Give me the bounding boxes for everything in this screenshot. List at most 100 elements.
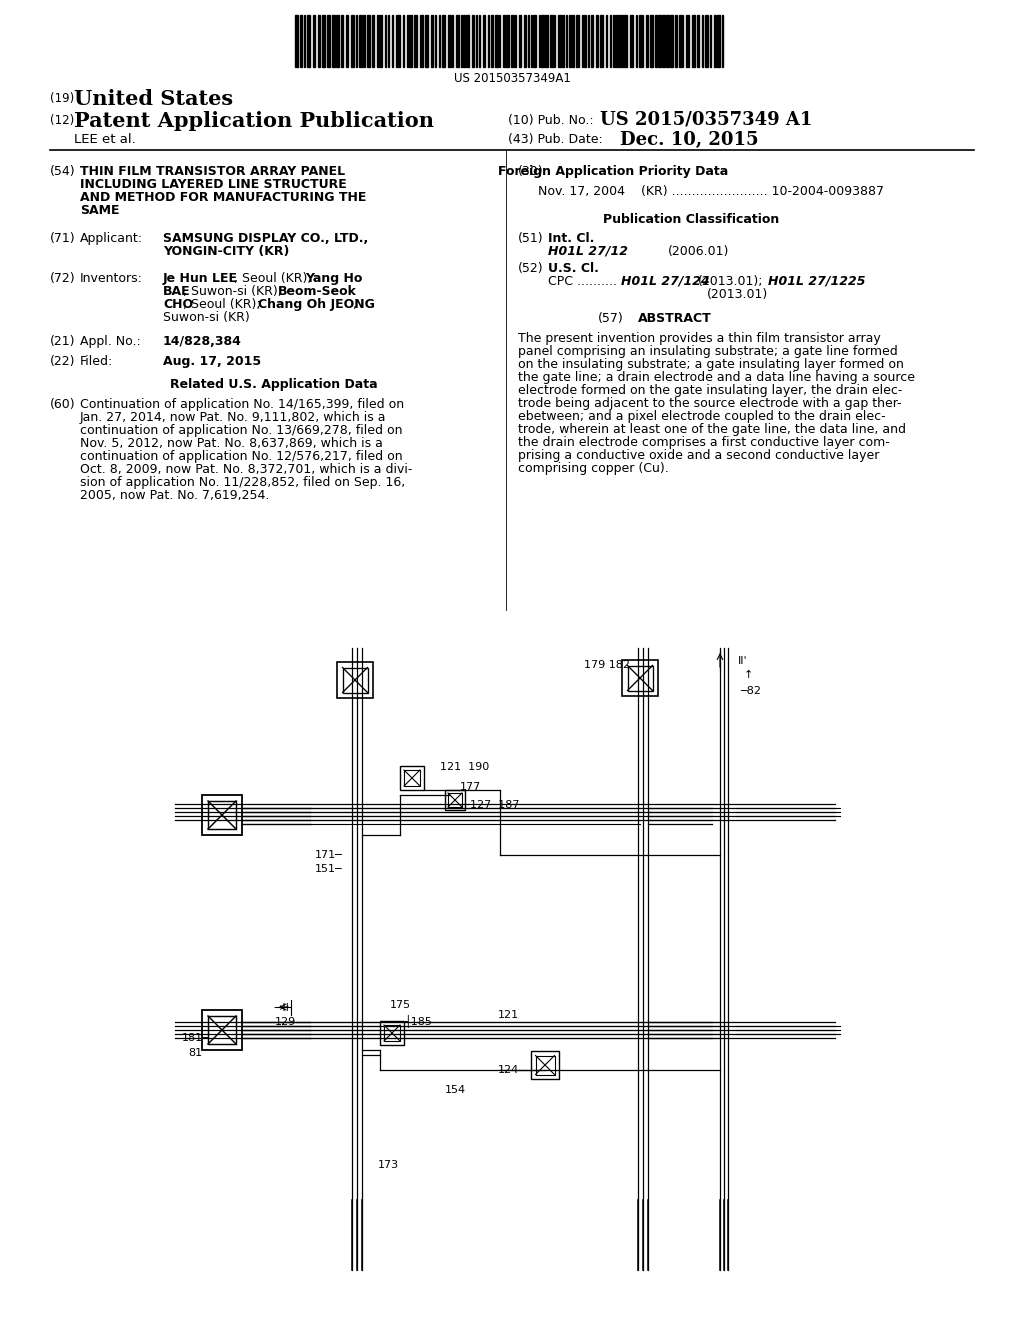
Bar	[341, 15, 343, 67]
Bar	[655, 15, 657, 67]
Text: ┤185: ┤185	[404, 1015, 432, 1028]
Text: Patent Application Publication: Patent Application Publication	[74, 111, 434, 131]
Bar	[404, 770, 420, 785]
Text: Int. Cl.: Int. Cl.	[548, 232, 594, 246]
Bar	[572, 15, 574, 67]
Text: 121  190: 121 190	[440, 762, 489, 772]
Text: Related U.S. Application Data: Related U.S. Application Data	[170, 378, 378, 391]
Bar	[202, 795, 242, 836]
Text: 175: 175	[390, 1001, 411, 1010]
Text: (57): (57)	[598, 312, 624, 325]
Bar	[300, 15, 302, 67]
Text: 2005, now Pat. No. 7,619,254.: 2005, now Pat. No. 7,619,254.	[80, 488, 269, 502]
Text: 121: 121	[498, 1010, 519, 1020]
Text: sion of application No. 11/228,852, filed on Sep. 16,: sion of application No. 11/228,852, file…	[80, 477, 406, 488]
Bar	[420, 15, 423, 67]
Text: (30): (30)	[518, 165, 544, 178]
Bar	[717, 15, 720, 67]
Text: II': II'	[738, 656, 748, 667]
Text: comprising copper (Cu).: comprising copper (Cu).	[518, 462, 669, 475]
Bar	[670, 15, 673, 67]
Text: , Seoul (KR);: , Seoul (KR);	[234, 272, 315, 285]
Bar	[692, 15, 695, 67]
Text: prising a conductive oxide and a second conductive layer: prising a conductive oxide and a second …	[518, 449, 880, 462]
Bar	[327, 15, 330, 67]
Bar	[208, 801, 236, 829]
Text: 14/828,384: 14/828,384	[163, 335, 242, 348]
Bar	[384, 1026, 400, 1041]
Bar	[367, 15, 370, 67]
Bar	[449, 793, 462, 807]
Bar	[351, 15, 354, 67]
Bar	[449, 15, 451, 67]
Text: Foreign Application Priority Data: Foreign Application Priority Data	[498, 165, 728, 178]
Text: (43) Pub. Date:: (43) Pub. Date:	[508, 133, 603, 147]
Bar	[621, 15, 623, 67]
Bar	[463, 15, 465, 67]
Text: (52): (52)	[518, 261, 544, 275]
Bar	[414, 15, 417, 67]
Bar	[558, 15, 561, 67]
Bar	[380, 1020, 404, 1045]
Bar	[519, 15, 521, 67]
Text: 151─: 151─	[315, 865, 343, 874]
Bar	[490, 15, 493, 67]
Text: ABSTRACT: ABSTRACT	[638, 312, 712, 325]
Text: BAE: BAE	[163, 285, 190, 298]
Bar	[431, 15, 433, 67]
Text: Inventors:: Inventors:	[80, 272, 143, 285]
Text: trode being adjacent to the source electrode with a gap ther-: trode being adjacent to the source elect…	[518, 397, 901, 411]
Text: US 2015/0357349 A1: US 2015/0357349 A1	[600, 111, 812, 129]
Text: the gate line; a drain electrode and a data line having a source: the gate line; a drain electrode and a d…	[518, 371, 915, 384]
Text: 171─: 171─	[315, 850, 343, 861]
Bar	[600, 15, 603, 67]
Bar	[456, 15, 459, 67]
Bar	[697, 15, 699, 67]
Text: 181─: 181─	[182, 1034, 210, 1043]
Text: →II: →II	[273, 1003, 289, 1012]
Bar	[466, 15, 469, 67]
Text: Dec. 10, 2015: Dec. 10, 2015	[620, 131, 759, 149]
Text: YONGIN-CITY (KR): YONGIN-CITY (KR)	[163, 246, 290, 257]
Bar	[575, 15, 579, 67]
Text: CPC ..........: CPC ..........	[548, 275, 617, 288]
Bar	[336, 15, 339, 67]
Text: the drain electrode comprises a first conductive layer com-: the drain electrode comprises a first co…	[518, 436, 890, 449]
Text: 127  187: 127 187	[470, 800, 519, 810]
Bar	[332, 15, 335, 67]
Text: Beom-Seok: Beom-Seok	[278, 285, 357, 298]
Text: H01L 27/1225: H01L 27/1225	[768, 275, 865, 288]
Text: , Suwon-si (KR);: , Suwon-si (KR);	[183, 285, 286, 298]
Bar	[506, 15, 509, 67]
Bar	[295, 15, 298, 67]
Text: 154: 154	[445, 1085, 466, 1096]
Text: Continuation of application No. 14/165,399, filed on: Continuation of application No. 14/165,3…	[80, 399, 404, 411]
Bar	[679, 15, 681, 67]
Text: LEE et al.: LEE et al.	[74, 133, 136, 147]
Text: 129: 129	[275, 1016, 296, 1027]
Text: (2006.01): (2006.01)	[668, 246, 729, 257]
Text: (51): (51)	[518, 232, 544, 246]
Text: (2013.01);: (2013.01);	[698, 275, 764, 288]
Text: (60): (60)	[50, 399, 76, 411]
Text: (12): (12)	[50, 114, 75, 127]
Bar	[380, 15, 382, 67]
Bar	[346, 15, 348, 67]
Bar	[398, 15, 400, 67]
Bar	[425, 15, 428, 67]
Bar	[628, 665, 652, 690]
Bar	[624, 15, 627, 67]
Text: Applicant:: Applicant:	[80, 232, 143, 246]
Bar	[202, 1010, 242, 1049]
Text: panel comprising an insulating substrate; a gate line formed: panel comprising an insulating substrate…	[518, 345, 898, 358]
Bar	[307, 15, 310, 67]
Text: Je Hun LEE: Je Hun LEE	[163, 272, 238, 285]
Bar	[377, 15, 379, 67]
Bar	[591, 15, 593, 67]
Bar	[705, 15, 708, 67]
Text: Nov. 5, 2012, now Pat. No. 8,637,869, which is a: Nov. 5, 2012, now Pat. No. 8,637,869, wh…	[80, 437, 383, 450]
Bar	[409, 15, 412, 67]
Text: SAME: SAME	[80, 205, 120, 216]
Bar	[550, 15, 553, 67]
Text: U.S. Cl.: U.S. Cl.	[548, 261, 599, 275]
